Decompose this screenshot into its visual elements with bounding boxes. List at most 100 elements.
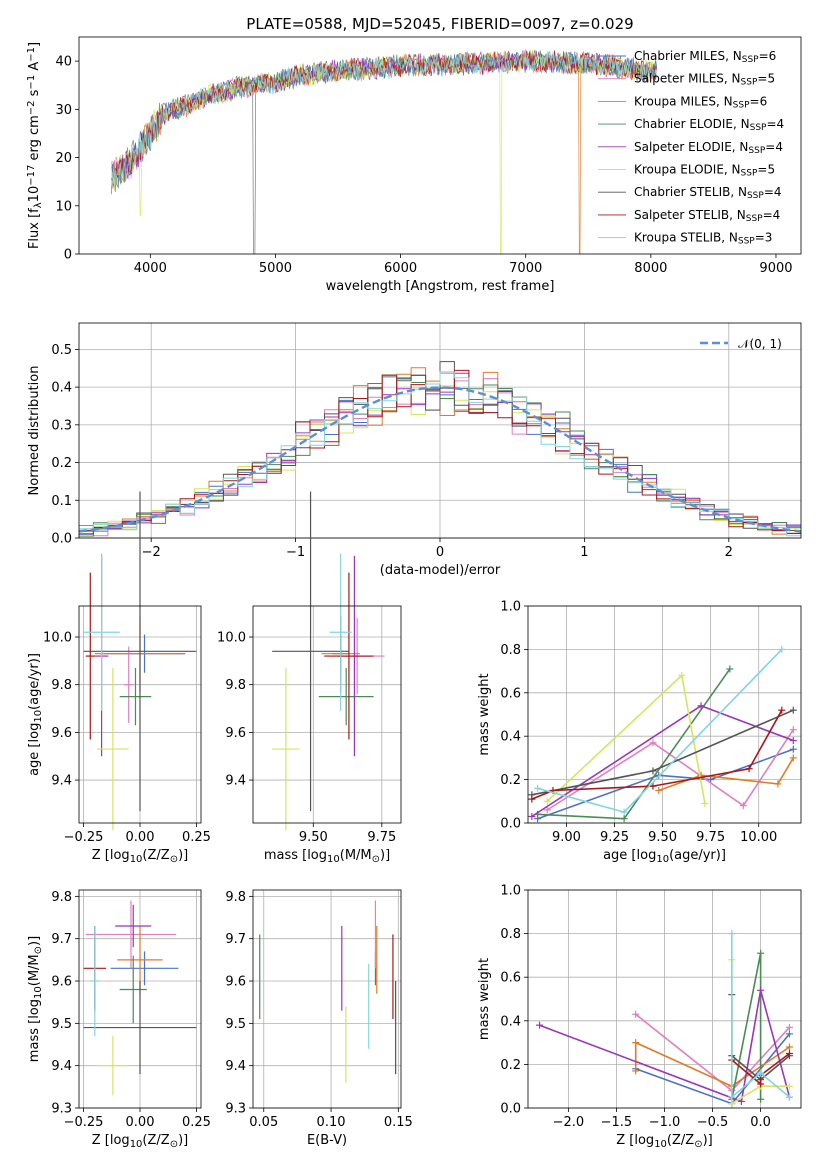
legend-val: =3 (755, 231, 773, 245)
legend-entry: Chabrier MILES, NSSP=6 (634, 49, 776, 65)
label-part: )] (380, 848, 390, 863)
figure-title: PLATE=0588, MJD=52045, FIBERID=0097, z=0… (246, 15, 633, 33)
label-part: (M/M (27, 954, 42, 986)
y-tick-label: 9.4 (51, 1059, 72, 1074)
legend-entry: Chabrier STELIB, NSSP=4 (634, 185, 782, 201)
x-axis-label: wavelength [Angstrom, rest frame] (326, 279, 555, 294)
x-tick-label: 0 (436, 545, 444, 560)
label-part: (Z/Z (667, 1133, 694, 1148)
y-tick-label: 9.3 (51, 1102, 72, 1117)
spectrum-line (111, 50, 657, 254)
legend-sub: SSP (733, 101, 750, 111)
panel-age-vs-Z: −0.25 0.00 0.259.49.69.810.0Z [log10(Z/Z⊙)… (27, 491, 211, 865)
y-tick-label: 9.8 (225, 678, 246, 693)
label-part: (data-model)/error (380, 563, 501, 578)
x-tick-label: 9.25 (600, 830, 629, 845)
gaussian-curve (78, 386, 802, 533)
label-part: 10 (654, 1139, 667, 1150)
y-axis-label: mass [log10(M/M⊙)] (27, 936, 44, 1062)
x-tick-label: 0.0 (750, 1115, 771, 1130)
legend-entry: Salpeter ELODIE, NSSP=4 (634, 140, 783, 156)
legend-entry: Chabrier ELODIE, NSSP=4 (634, 117, 784, 133)
weight-line (539, 990, 791, 1103)
label-part: Normed distribution (27, 366, 42, 496)
y-tick-label: 1.0 (500, 600, 521, 615)
label-part: mass weight (477, 958, 492, 1040)
label-part: )] (27, 936, 42, 946)
axes-frame (252, 605, 402, 824)
y-tick-label: 0.0 (500, 817, 521, 832)
legend-sub: SSP (738, 237, 755, 247)
x-tick-label: 0.05 (249, 1115, 278, 1130)
label-part: age [log (27, 723, 42, 776)
y-tick-label: 9.8 (51, 678, 72, 693)
panel-weight-vs-Z: −2.0 −1.5 −1.0 −0.5 0.0 0.0 0.2 0.4 0.6 0.8 1.0 Z [… (477, 884, 802, 1150)
x-tick-label: 9000 (759, 261, 792, 276)
y-tick-label: 0.0 (500, 1102, 521, 1117)
y-tick-label: 0.8 (500, 927, 521, 942)
legend-entry: Kroupa STELIB, NSSP=3 (634, 231, 772, 247)
y-tick-label: 9.5 (51, 1017, 72, 1032)
legend-entry: Kroupa MILES, NSSP=6 (634, 94, 767, 110)
legend-val: =4 (764, 185, 782, 199)
label-part: 10 (656, 854, 669, 865)
x-axis-label: Z [log10(Z/Z⊙)] (92, 848, 188, 865)
histogram-step (79, 371, 801, 538)
legend-sub: SSP (741, 78, 758, 88)
label-part: −17 (26, 165, 37, 186)
histogram-step (79, 361, 801, 538)
label-part: mass [log (27, 999, 42, 1062)
y-tick-label: 0.5 (51, 343, 72, 358)
legend-sub: SSP (746, 214, 763, 224)
legend-text: Chabrier ELODIE, N (634, 117, 750, 131)
label-part: λ (33, 202, 44, 208)
label-part: Z [log (92, 1133, 130, 1148)
y-tick-label: 0.2 (500, 773, 521, 788)
label-part: E(B-V) (307, 1133, 347, 1148)
x-tick-label: −1.5 (601, 1115, 633, 1130)
y-tick-label: 0.0 (51, 532, 72, 547)
weight-line (546, 729, 794, 811)
legend-text: Kroupa ELODIE, N (634, 163, 741, 177)
label-part: (Z/Z (142, 848, 169, 863)
plot-panels: 4000 5000 6000 7000 8000 9000010203040wavelen… (26, 36, 802, 1150)
x-tick-label: −0.5 (697, 1115, 729, 1130)
spectrum-line (111, 50, 657, 254)
legend-text: Salpeter MILES, N (634, 72, 741, 86)
label-part: )] (178, 848, 188, 863)
legend-text: Chabrier MILES, N (634, 49, 742, 63)
x-tick-label: 4000 (134, 261, 167, 276)
legend-sub: SSP (750, 123, 767, 133)
label-part: −1 (26, 47, 37, 62)
x-tick-label: −2 (142, 545, 161, 560)
x-tick-label: 8000 (634, 261, 667, 276)
axes-frame (78, 36, 802, 255)
label-part: ] (27, 42, 42, 47)
label-part: (Z/Z (142, 1133, 169, 1148)
legend-sub: SSP (741, 169, 758, 179)
legend-val: =4 (766, 117, 784, 131)
axes-frame (527, 605, 802, 824)
label-part: 10 (33, 710, 44, 723)
label-part: 10 (130, 1139, 143, 1150)
label-part: Flux [f (27, 208, 42, 249)
x-axis-label: mass [log10(M/M⊙)] (264, 848, 390, 865)
panel-residuals: −2 −1 0 1 2 0.0 0.1 0.2 0.3 0.4 0.5 (data-model)/er… (27, 322, 802, 578)
x-tick-label: 1 (580, 545, 588, 560)
label-part: ⊙ (33, 946, 44, 954)
x-axis-label: (data-model)/error (380, 563, 501, 578)
label-part: 10 (33, 986, 44, 999)
legend-val: =4 (765, 140, 783, 154)
y-tick-label: 9.4 (225, 1059, 246, 1074)
y-axis-label: Flux [fλ10−17 erg cm−2 s−1 A−1] (26, 42, 44, 249)
histogram-step (79, 369, 801, 538)
x-tick-label: 0.10 (317, 1115, 346, 1130)
panel-weight-vs-age: 9.00 9.25 9.50 9.75 10.00 0.0 0.2 0.4 0.6 0.8 1.0 a… (477, 600, 802, 865)
y-tick-label: 0 (64, 248, 72, 263)
weight-line (658, 757, 794, 792)
y-tick-label: 9.3 (225, 1102, 246, 1117)
y-tick-label: 10.0 (43, 631, 72, 646)
y-tick-label: 9.8 (51, 890, 72, 905)
y-tick-label: 9.8 (225, 890, 246, 905)
label-part: ⊙ (694, 1139, 702, 1150)
